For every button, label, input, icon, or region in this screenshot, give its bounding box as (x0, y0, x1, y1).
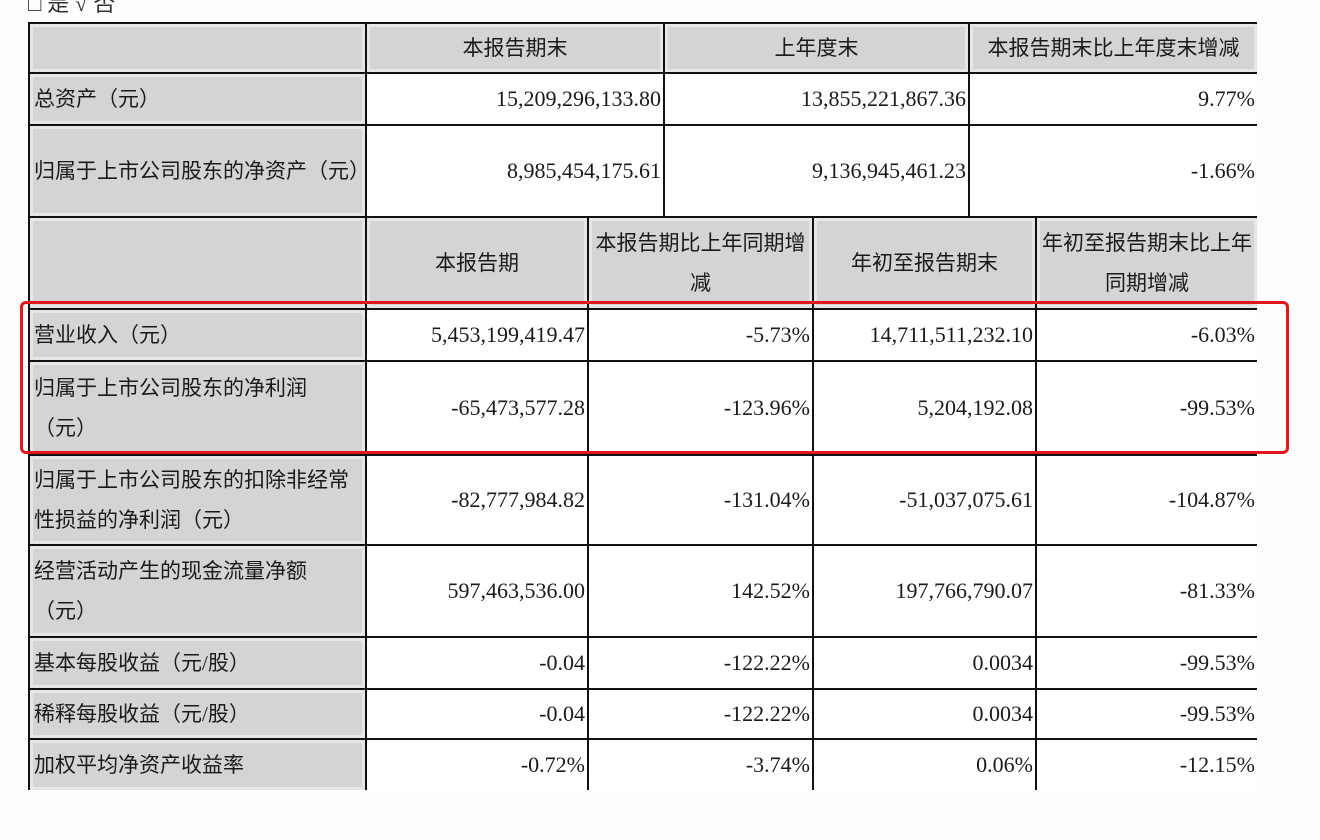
cell-value: -122.22% (589, 638, 814, 690)
cell-value: 8,985,454,175.61 (367, 126, 665, 218)
cell-value: 597,463,536.00 (367, 546, 589, 638)
header-blank-2 (30, 218, 367, 310)
row-label-net-assets: 归属于上市公司股东的净资产（元） (30, 126, 370, 218)
row-label-revenue: 营业收入（元） (30, 310, 367, 362)
cell-value: 197,766,790.07 (814, 546, 1037, 638)
cell-value: -99.53% (1037, 638, 1257, 690)
cell-value: -1.66% (970, 126, 1257, 218)
cell-value: -12.15% (1037, 740, 1257, 790)
cell-value: -122.22% (589, 690, 814, 740)
cell-value: -3.74% (589, 740, 814, 790)
cell-value: -123.96% (589, 362, 814, 456)
cell-value: 142.52% (589, 546, 814, 638)
cell-value: -99.53% (1037, 362, 1257, 456)
cell-value: 0.0034 (814, 638, 1037, 690)
cell-value: -51,037,075.61 (814, 456, 1037, 546)
row-label-net-profit-excl-nonrecurring: 归属于上市公司股东的扣除非经常性损益的净利润（元） (30, 456, 367, 546)
cell-value: -0.04 (367, 638, 589, 690)
row-label-basic-eps: 基本每股收益（元/股） (30, 638, 367, 690)
header-last-year-end: 上年度末 (665, 24, 970, 74)
row-label-net-profit: 归属于上市公司股东的净利润（元） (30, 362, 367, 456)
top-note: □是√否 (28, 0, 122, 16)
cell-value: -65,473,577.28 (367, 362, 589, 456)
header-change-vs-last-year: 本报告期末比上年度末增减 (970, 24, 1257, 74)
header-ytd: 年初至报告期末 (814, 218, 1037, 310)
financial-table: 本报告期末 上年度末 本报告期末比上年度末增减 总资产（元） 15,209,29… (28, 22, 1257, 790)
row-label-weighted-roe: 加权平均净资产收益率 (30, 740, 367, 790)
cell-value: 15,209,296,133.80 (367, 74, 665, 126)
cell-value: -0.72% (367, 740, 589, 790)
cell-value: -131.04% (589, 456, 814, 546)
cell-value: 13,855,221,867.36 (665, 74, 970, 126)
row-label-total-assets: 总资产（元） (30, 74, 367, 126)
cell-value: 9,136,945,461.23 (665, 126, 970, 218)
cell-value: 0.06% (814, 740, 1037, 790)
cell-value: -5.73% (589, 310, 814, 362)
cell-value: -82,777,984.82 (367, 456, 589, 546)
cell-value: 0.0034 (814, 690, 1037, 740)
cell-value: -104.87% (1037, 456, 1257, 546)
cell-value: -0.04 (367, 690, 589, 740)
row-label-operating-cash-flow: 经营活动产生的现金流量净额（元） (30, 546, 367, 638)
header-blank-1 (30, 24, 367, 74)
cell-value: 9.77% (970, 74, 1257, 126)
header-ytd-yoy: 年初至报告期末比上年同期增减 (1037, 218, 1257, 310)
header-period-end: 本报告期末 (367, 24, 665, 74)
cell-value: -99.53% (1037, 690, 1257, 740)
cell-value: 5,453,199,419.47 (367, 310, 589, 362)
header-current-period-yoy: 本报告期比上年同期增减 (589, 218, 814, 310)
row-label-diluted-eps: 稀释每股收益（元/股） (30, 690, 367, 740)
header-current-period: 本报告期 (367, 218, 589, 310)
cell-value: -81.33% (1037, 546, 1257, 638)
cell-value: 5,204,192.08 (814, 362, 1037, 456)
cell-value: -6.03% (1037, 310, 1257, 362)
cell-value: 14,711,511,232.10 (814, 310, 1037, 362)
